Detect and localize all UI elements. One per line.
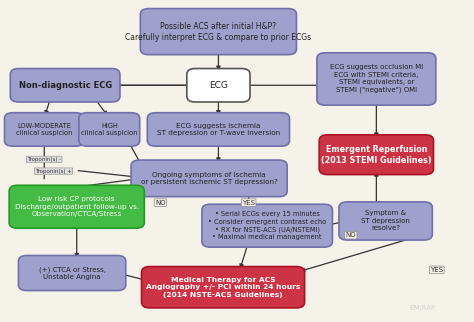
FancyBboxPatch shape: [9, 185, 144, 228]
FancyBboxPatch shape: [10, 69, 120, 102]
FancyBboxPatch shape: [5, 113, 84, 146]
Text: EM:RAP: EM:RAP: [410, 305, 436, 311]
Text: NO: NO: [155, 200, 166, 206]
Text: YES: YES: [242, 200, 255, 206]
Text: Ongoing symptoms of ischemia
or persistent ischemic ST depression?: Ongoing symptoms of ischemia or persiste…: [141, 172, 278, 185]
Text: HIGH
clinical suspicion: HIGH clinical suspicion: [81, 123, 137, 136]
Text: Possible ACS after initial H&P?
Carefully interpret ECG & compare to prior ECGs: Possible ACS after initial H&P? Carefull…: [125, 22, 311, 42]
Text: Symptom &
ST depression
resolve?: Symptom & ST depression resolve?: [361, 211, 410, 232]
FancyBboxPatch shape: [18, 256, 126, 290]
Text: Medical Therapy for ACS
Angiography +/- PCI within 24 hours
(2014 NSTE-ACS Guide: Medical Therapy for ACS Angiography +/- …: [146, 277, 300, 298]
FancyBboxPatch shape: [339, 202, 432, 240]
Text: ECG suggests occlusion MI
ECG with STEMI criteria,
STEMI equivalents, or
STEMI (: ECG suggests occlusion MI ECG with STEMI…: [330, 64, 423, 93]
Text: ECG: ECG: [209, 81, 228, 90]
FancyBboxPatch shape: [147, 113, 290, 146]
Text: Troponin(s) -: Troponin(s) -: [27, 157, 61, 162]
FancyBboxPatch shape: [142, 267, 305, 308]
Text: Troponin(s) +: Troponin(s) +: [35, 169, 72, 174]
Text: Emergent Reperfusion
(2013 STEMI Guidelines): Emergent Reperfusion (2013 STEMI Guideli…: [321, 145, 432, 165]
FancyBboxPatch shape: [140, 9, 296, 55]
Text: LOW-MODERATE
clinical suspicion: LOW-MODERATE clinical suspicion: [16, 123, 73, 136]
FancyBboxPatch shape: [131, 160, 287, 197]
Text: Low risk CP protocols
Discharge/outpatient follow-up vs.
Observation/CTCA/Stress: Low risk CP protocols Discharge/outpatie…: [15, 196, 139, 217]
FancyBboxPatch shape: [319, 135, 434, 175]
Text: ECG suggests ischemia
ST depression or T-wave inversion: ECG suggests ischemia ST depression or T…: [157, 123, 280, 136]
FancyBboxPatch shape: [187, 69, 250, 102]
Text: (+) CTCA or Stress,
Unstable Angina: (+) CTCA or Stress, Unstable Angina: [38, 266, 106, 280]
FancyBboxPatch shape: [79, 113, 140, 146]
Text: NO: NO: [346, 232, 356, 238]
FancyBboxPatch shape: [317, 53, 436, 105]
Text: • Serial ECGs every 15 minutes
• Consider emergent contrast echo
• RX for NSTE-A: • Serial ECGs every 15 minutes • Conside…: [208, 211, 326, 240]
Text: YES: YES: [430, 267, 443, 273]
FancyBboxPatch shape: [202, 204, 332, 247]
Text: Non-diagnostic ECG: Non-diagnostic ECG: [18, 81, 112, 90]
